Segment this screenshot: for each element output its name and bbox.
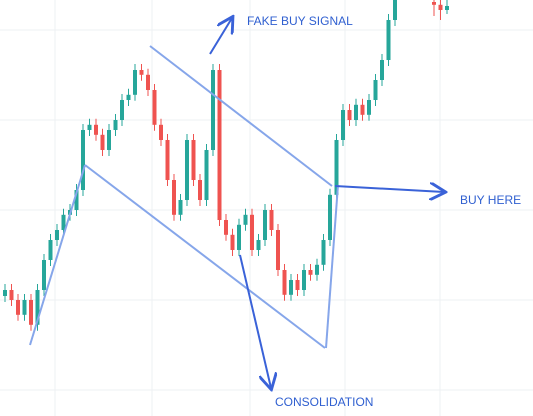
candle-body — [3, 290, 7, 296]
candle-body — [308, 270, 313, 275]
candle-body — [386, 20, 391, 60]
candle-body — [191, 140, 196, 180]
candle-body — [276, 230, 280, 270]
breakout-line — [325, 184, 339, 349]
candle-body — [178, 200, 183, 215]
candle-body — [204, 150, 209, 200]
candles — [3, 0, 449, 331]
candle-body — [165, 140, 170, 180]
candle-body — [100, 134, 105, 150]
candle-body — [81, 130, 85, 190]
candle-body — [74, 190, 79, 210]
candle-body — [94, 124, 98, 135]
candle-body — [61, 214, 66, 230]
annotation: FAKE BUY SIGNAL — [247, 14, 353, 28]
candle-body — [29, 300, 33, 325]
candle-body — [243, 214, 248, 225]
candle-body — [224, 220, 228, 235]
channel-upper — [149, 45, 333, 187]
candle-body — [438, 4, 443, 10]
trend-line — [29, 164, 86, 346]
candle-body — [289, 280, 293, 295]
candle-body — [211, 70, 215, 150]
arrow-buy — [334, 186, 444, 192]
candle-body — [269, 210, 274, 230]
candle-body — [146, 74, 150, 90]
candle-body — [347, 110, 352, 120]
candle-body — [263, 210, 267, 240]
candle-body — [445, 6, 449, 10]
drawings — [29, 18, 444, 388]
candle-body — [237, 224, 241, 250]
candle-body — [341, 110, 345, 140]
candle-body — [22, 300, 27, 315]
candle-body — [321, 240, 326, 265]
candle-body — [230, 234, 235, 250]
candle-body — [432, 2, 436, 5]
candle-body — [16, 300, 20, 315]
candle-body — [35, 290, 40, 325]
annotation: CONSOLIDATION — [275, 395, 373, 409]
candle-body — [152, 90, 157, 125]
candle-body — [380, 60, 384, 80]
candle-body — [185, 140, 189, 200]
candle-body — [113, 120, 118, 130]
candle-body — [48, 240, 53, 260]
candle-body — [159, 124, 163, 140]
candle-body — [55, 230, 59, 240]
candle-body — [393, 0, 397, 20]
candle-body — [172, 180, 176, 215]
candle-body — [295, 280, 300, 290]
candle-body — [120, 100, 124, 120]
candle-body — [133, 70, 137, 95]
candle-body — [107, 130, 111, 150]
candle-body — [315, 264, 319, 275]
candle-body — [217, 70, 222, 220]
candle-body — [360, 104, 365, 115]
annotation: BUY HERE — [460, 193, 521, 207]
candle-body — [198, 180, 202, 200]
candle-body — [126, 94, 131, 100]
arrow-fake — [209, 18, 232, 55]
candle-body — [250, 214, 254, 250]
candle-body — [354, 104, 358, 120]
candle-body — [42, 260, 46, 290]
candle-body — [282, 270, 287, 295]
candle-body — [328, 194, 332, 240]
candle-body — [9, 290, 14, 300]
candle-body — [367, 100, 371, 115]
candle-body — [373, 80, 378, 100]
candle-body — [139, 70, 144, 75]
candle-body — [334, 140, 339, 195]
candle-body — [302, 270, 306, 290]
candle-body — [256, 240, 261, 250]
candle-body — [87, 124, 92, 130]
arrow-consolidation — [239, 254, 271, 388]
channel-lower — [84, 164, 326, 349]
